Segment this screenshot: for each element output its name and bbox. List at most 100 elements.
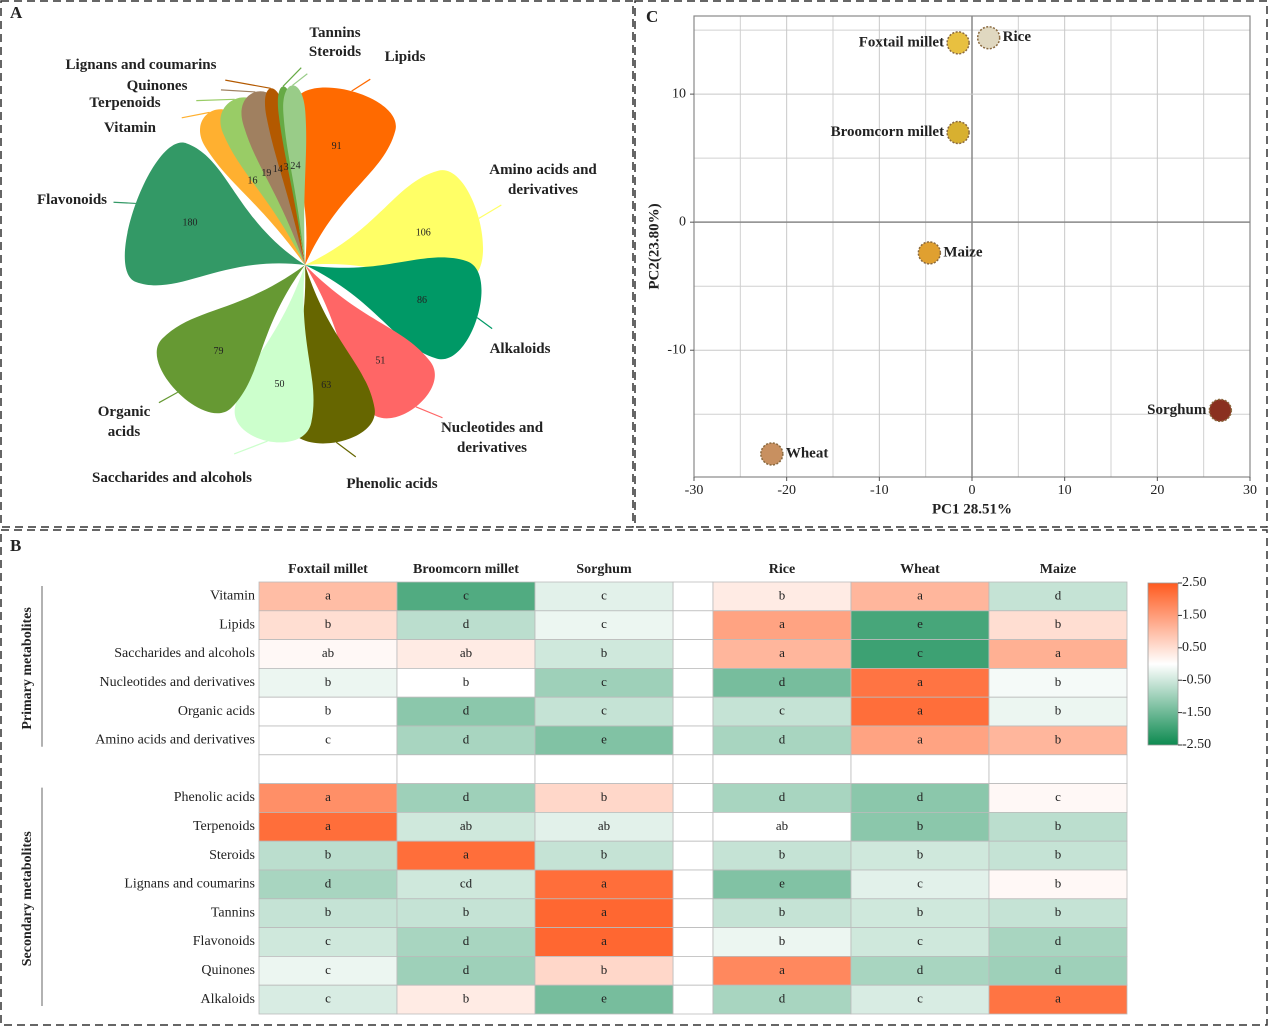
heat-cell bbox=[258, 725, 398, 756]
cell-label: b bbox=[325, 904, 332, 919]
cell-label: a bbox=[917, 587, 923, 602]
value-label: 16 bbox=[248, 175, 258, 186]
cell-label: c bbox=[325, 991, 331, 1006]
panel-frame bbox=[0, 0, 634, 528]
cell-label: b bbox=[1055, 616, 1062, 631]
cell-label: d bbox=[1055, 962, 1062, 977]
point-label: Sorghum bbox=[1147, 402, 1207, 418]
petal bbox=[200, 109, 305, 265]
petal bbox=[234, 265, 314, 443]
value-label: 79 bbox=[213, 346, 223, 357]
cell-label: b bbox=[779, 933, 786, 948]
heat-cell bbox=[988, 668, 1128, 698]
cell-label: d bbox=[325, 875, 332, 890]
point bbox=[917, 241, 942, 265]
blank-cell bbox=[672, 754, 714, 784]
cell-label: b bbox=[601, 645, 608, 660]
cell-label: a bbox=[779, 645, 785, 660]
heat-cell bbox=[534, 696, 674, 727]
petal bbox=[283, 85, 307, 265]
cell-label: ab bbox=[460, 818, 472, 833]
point bbox=[1208, 398, 1233, 423]
y-tick-label: 10 bbox=[672, 86, 686, 101]
heat-cell bbox=[396, 639, 536, 669]
leader-line bbox=[158, 391, 179, 404]
gap-cell bbox=[672, 812, 714, 842]
leader-line bbox=[335, 441, 357, 458]
heat-cell bbox=[258, 984, 398, 1015]
cell-label: d bbox=[463, 731, 470, 746]
column-header: Maize bbox=[1040, 562, 1077, 577]
leader-line bbox=[225, 79, 271, 89]
category-label: Amino acids and derivatives bbox=[489, 162, 597, 198]
heat-cell bbox=[258, 783, 398, 813]
point bbox=[946, 31, 970, 55]
group-label: Primary metabolites bbox=[20, 607, 35, 730]
cell-label: a bbox=[917, 731, 923, 746]
blank-cell bbox=[534, 754, 674, 784]
cell-label: c bbox=[779, 703, 785, 718]
row-label: Flavonoids bbox=[193, 934, 255, 949]
heat-cell bbox=[988, 812, 1128, 842]
blank-cell bbox=[712, 754, 852, 784]
gap-cell bbox=[672, 668, 714, 698]
cell-label: b bbox=[325, 847, 332, 862]
petal bbox=[291, 87, 396, 265]
gap-cell bbox=[672, 725, 714, 756]
cell-label: a bbox=[601, 875, 607, 890]
leader-line bbox=[233, 440, 268, 455]
heat-cell bbox=[850, 956, 990, 986]
cell-label: a bbox=[463, 847, 469, 862]
gap-cell bbox=[672, 639, 714, 669]
heat-cell bbox=[534, 840, 674, 871]
point-label: Maize bbox=[943, 244, 982, 260]
heat-cell bbox=[850, 869, 990, 900]
cell-label: d bbox=[1055, 587, 1062, 602]
cell-label: b bbox=[325, 616, 332, 631]
leader-line bbox=[292, 73, 308, 86]
row-label: Alkaloids bbox=[201, 992, 255, 1007]
row-label: Quinones bbox=[201, 963, 255, 978]
cell-label: e bbox=[601, 991, 607, 1006]
spacer bbox=[635, 1, 1269, 527]
cell-label: b bbox=[601, 962, 608, 977]
row-label: Steroids bbox=[209, 848, 255, 863]
value-label: 63 bbox=[321, 380, 331, 391]
panel-frame bbox=[634, 0, 1268, 528]
cell-label: a bbox=[917, 674, 923, 689]
y-tick-label: -10 bbox=[667, 342, 686, 357]
petal bbox=[241, 91, 305, 265]
row-label: Amino acids and derivatives bbox=[95, 733, 255, 748]
leader-line bbox=[415, 406, 443, 419]
heat-cell bbox=[712, 725, 852, 756]
row-label: Saccharides and alcohols bbox=[114, 646, 255, 661]
column-header: Foxtail millet bbox=[288, 562, 368, 577]
cell-label: c bbox=[463, 587, 469, 602]
heat-cell bbox=[988, 783, 1128, 813]
category-label: Alkaloids bbox=[489, 341, 551, 357]
cell-label: b bbox=[463, 991, 470, 1006]
petal bbox=[265, 88, 305, 265]
heat-cell bbox=[850, 783, 990, 813]
value-label: 50 bbox=[275, 379, 285, 390]
petal bbox=[124, 142, 305, 286]
cell-label: d bbox=[463, 789, 470, 804]
cell-label: a bbox=[325, 818, 331, 833]
colorbar-tick-label: 0.50 bbox=[1182, 640, 1207, 655]
heat-cell bbox=[534, 639, 674, 669]
x-tick-label: 30 bbox=[1243, 483, 1257, 498]
cell-label: d bbox=[463, 616, 470, 631]
cell-label: c bbox=[601, 616, 607, 631]
heat-cell bbox=[396, 840, 536, 871]
heat-cell bbox=[534, 610, 674, 640]
value-label: 86 bbox=[417, 295, 427, 306]
heat-cell bbox=[988, 725, 1128, 756]
gap-cell bbox=[672, 898, 714, 928]
heat-cell bbox=[258, 581, 398, 612]
category-label: Phenolic acids bbox=[346, 476, 438, 492]
cell-label: c bbox=[917, 645, 923, 660]
category-label: Steroids bbox=[308, 44, 362, 60]
cell-label: c bbox=[917, 933, 923, 948]
heat-cell bbox=[396, 668, 536, 698]
